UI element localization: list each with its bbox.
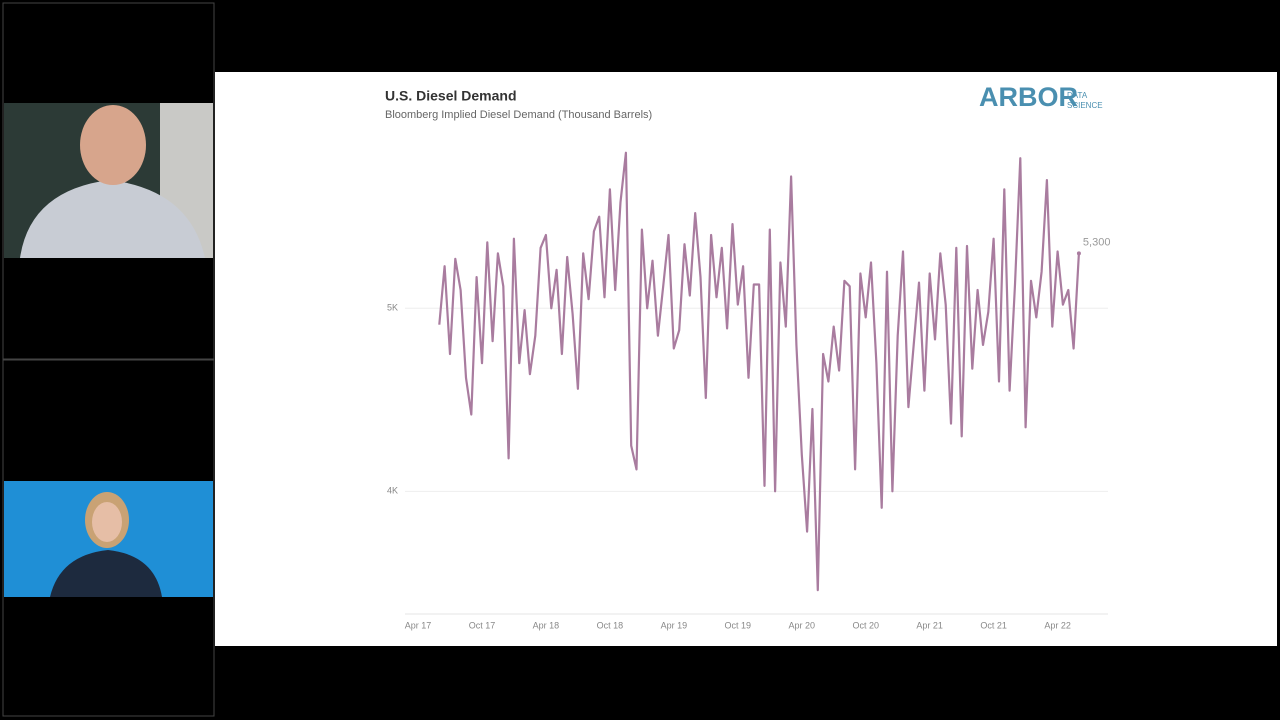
chart-title: U.S. Diesel Demand: [385, 88, 517, 104]
person-head: [92, 502, 122, 542]
x-tick-label: Apr 19: [661, 620, 688, 630]
participant-video[interactable]: [4, 481, 213, 597]
x-tick-label: Oct 18: [597, 620, 624, 630]
tile-frame: [2, 359, 215, 717]
chart-subtitle: Bloomberg Implied Diesel Demand (Thousan…: [385, 109, 652, 121]
x-tick-label: Oct 19: [725, 620, 752, 630]
slide: [215, 72, 1277, 646]
tile-frame: [2, 2, 215, 360]
x-tick-label: Oct 17: [469, 620, 496, 630]
person-body: [20, 180, 205, 258]
x-tick-label: Oct 20: [852, 620, 879, 630]
value-label: 5,300: [1083, 236, 1111, 248]
y-tick-label: 4K: [387, 486, 398, 496]
logo-text: SCIENCE: [1067, 101, 1103, 110]
x-tick-label: Apr 21: [916, 620, 943, 630]
y-tick-label: 5K: [387, 303, 398, 313]
data-line: [438, 151, 1080, 592]
x-tick-label: Apr 17: [405, 620, 432, 630]
logo-text: DATA: [1067, 91, 1088, 100]
x-tick-label: Apr 22: [1044, 620, 1071, 630]
x-tick-label: Apr 20: [788, 620, 815, 630]
person-head: [80, 105, 146, 185]
participant-video[interactable]: [4, 103, 213, 258]
logo-name: ARBOR: [979, 82, 1078, 112]
person-body: [50, 550, 162, 597]
x-tick-label: Oct 21: [980, 620, 1007, 630]
x-tick-label: Apr 18: [533, 620, 560, 630]
plot: 4K 5K Apr 17 Oct 17 Apr 18 Oct 18 Apr 19 Oct 19…: [387, 151, 1111, 630]
end-point: [1076, 251, 1081, 256]
